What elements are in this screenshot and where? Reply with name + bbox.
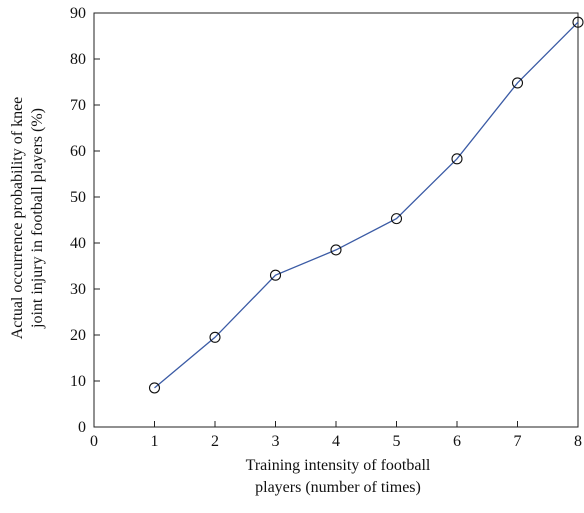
- x-axis-title-line-1: Training intensity of football: [246, 457, 431, 474]
- y-axis-title-line-2: joint injury in football players (%): [29, 108, 46, 329]
- x-tick-label: 5: [393, 433, 401, 450]
- x-axis-title-line-2: players (number of times): [255, 479, 421, 496]
- y-tick-label: 90: [70, 5, 86, 22]
- y-tick-label: 40: [70, 235, 86, 252]
- y-tick-label: 80: [70, 51, 86, 68]
- x-tick-label: 8: [574, 433, 582, 450]
- y-tick-label: 30: [70, 281, 86, 298]
- y-axis-title-line-1: Actual occurrence probability of knee: [9, 97, 26, 340]
- x-tick-label: 2: [211, 433, 219, 450]
- plot-frame: [94, 13, 578, 427]
- x-tick-label: 0: [90, 433, 98, 450]
- y-tick-label: 0: [78, 419, 86, 436]
- y-tick-label: 60: [70, 143, 86, 160]
- x-tick-label: 6: [453, 433, 461, 450]
- y-tick-label: 10: [70, 373, 86, 390]
- y-axis-ticks: 0 10 20 30 40 50 60 70 80 90: [70, 5, 100, 436]
- y-tick-label: 70: [70, 97, 86, 114]
- series-group: [150, 17, 584, 393]
- y-tick-label: 50: [70, 189, 86, 206]
- x-tick-label: 3: [272, 433, 280, 450]
- x-tick-label: 1: [151, 433, 159, 450]
- y-tick-label: 20: [70, 327, 86, 344]
- x-tick-label: 4: [332, 433, 340, 450]
- x-tick-label: 7: [514, 433, 522, 450]
- x-axis-ticks: 0 1 2 3 4 5 6 7 8: [90, 421, 582, 450]
